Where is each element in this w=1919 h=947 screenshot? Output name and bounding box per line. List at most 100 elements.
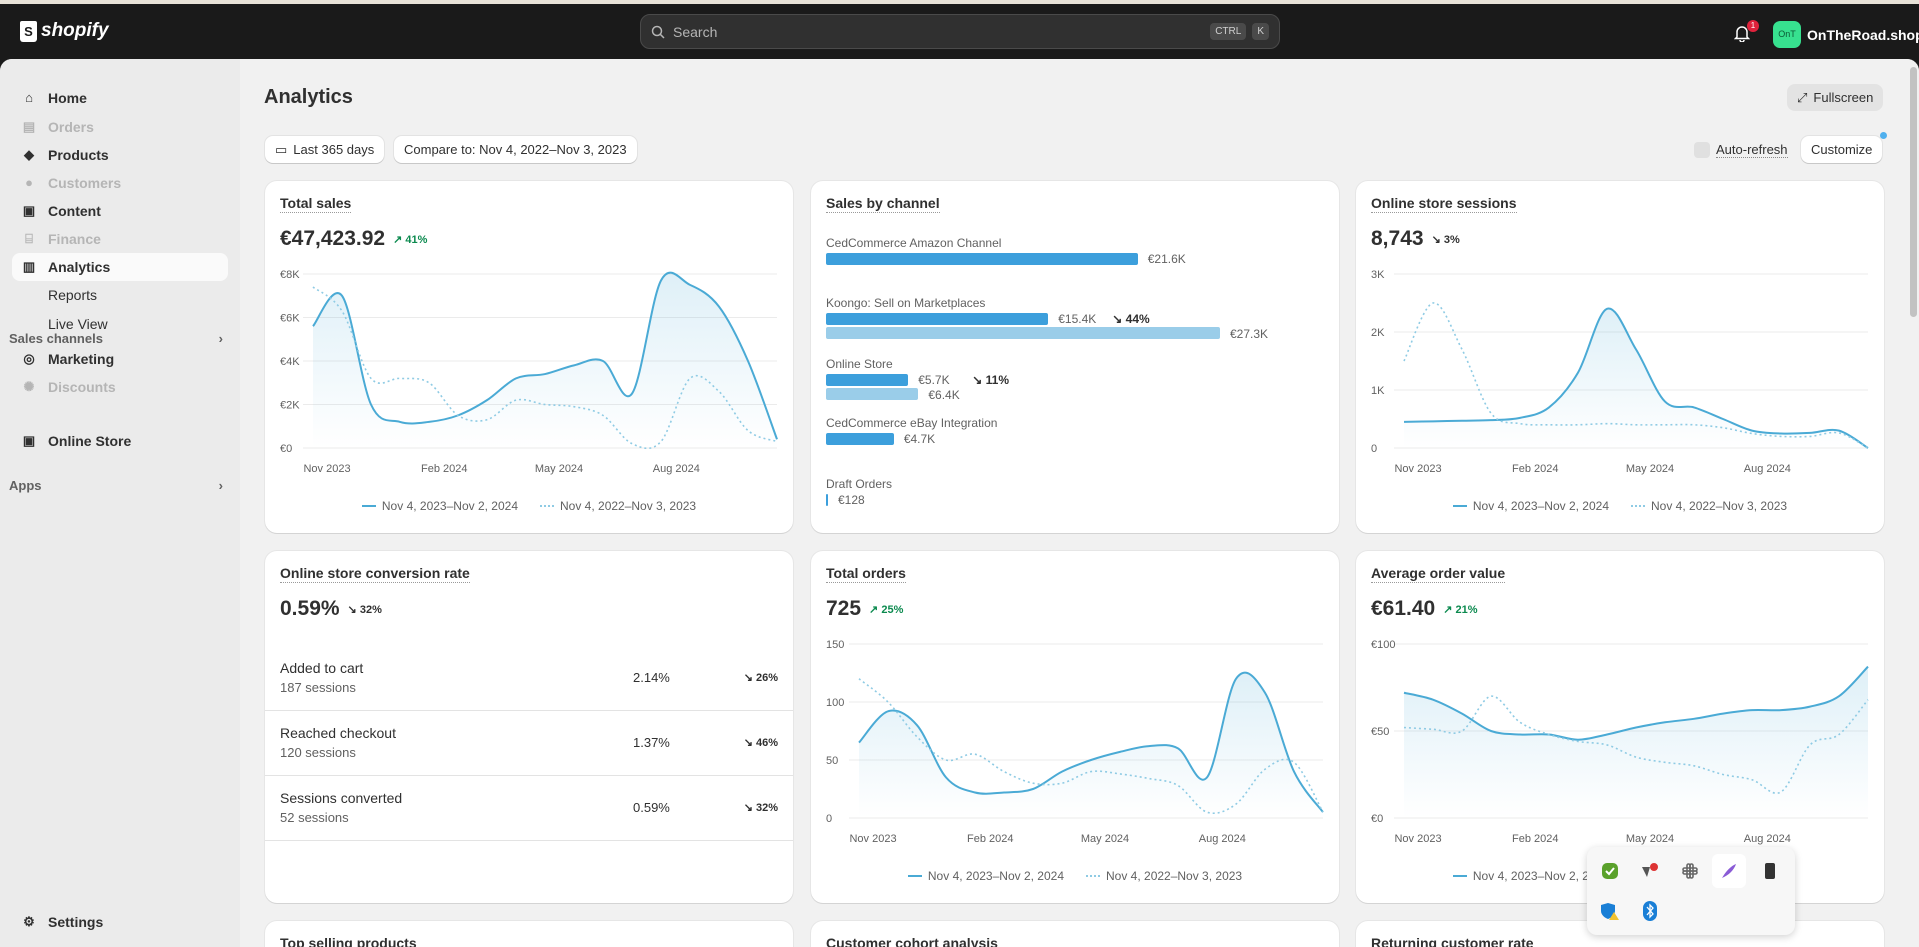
card-title[interactable]: Customer cohort analysis <box>826 935 998 947</box>
sidebar-item-reports[interactable]: Reports <box>12 281 228 309</box>
sidebar-item-orders[interactable]: ▤ Orders <box>12 113 228 141</box>
metric-value: €61.40 <box>1371 597 1436 620</box>
customize-label: Customize <box>1811 142 1873 157</box>
sidebar-item-label: Home <box>48 90 87 106</box>
channel-change: ↘ 44% <box>1112 312 1150 326</box>
x-tick-label: Feb 2024 <box>421 463 467 475</box>
series-line-previous[interactable] <box>858 678 1324 815</box>
series-area <box>313 272 777 448</box>
sessions-card[interactable]: Online store sessions 8,743 ↘ 3% 0 1K 2K 3K N… <box>1356 181 1884 533</box>
series-line-previous[interactable] <box>312 286 778 450</box>
card-title[interactable]: Average order value <box>1371 565 1506 583</box>
funnel-row: Reached checkout 120 sessions 1.37% ↘ 46% <box>265 711 793 776</box>
top-selling-products-card[interactable]: Top selling products <box>265 921 793 947</box>
y-tick-label: €8K <box>280 269 300 281</box>
card-title[interactable]: Sales by channel <box>826 195 940 213</box>
auto-refresh-label: Auto-refresh <box>1716 142 1788 158</box>
x-tick-label: Feb 2024 <box>1512 833 1558 845</box>
apps-section[interactable]: Apps › <box>9 478 223 493</box>
legend-current[interactable]: Nov 4, 2023–Nov 2, 2024 <box>1452 499 1609 513</box>
series-line-previous[interactable] <box>1403 302 1869 449</box>
conversion-rate-card[interactable]: Online store conversion rate 0.59% ↘ 32% … <box>265 551 793 903</box>
auto-refresh-checkbox[interactable]: Auto-refresh <box>1694 142 1788 158</box>
defender-warning-icon[interactable] <box>1593 894 1627 928</box>
y-tick-label: 3K <box>1371 269 1385 281</box>
y-tick-label: €0 <box>1371 813 1383 825</box>
legend-current[interactable]: Nov 4, 2023–Nov 2, 2024 <box>361 499 518 513</box>
channel-value-previous: €27.3K <box>1230 327 1269 341</box>
fullscreen-button[interactable]: ⤢ Fullscreen <box>1787 84 1884 111</box>
store-menu[interactable]: OnT OnTheRoad.shop <box>1773 21 1919 48</box>
sales-by-channel-card[interactable]: Sales by channel CedCommerce Amazon Chan… <box>811 181 1339 533</box>
card-title[interactable]: Top selling products <box>280 935 417 947</box>
sidebar-item-live-view[interactable]: Live View <box>12 310 228 338</box>
average-order-value-card[interactable]: Average order value €61.40 ↗ 21% €0 €50 €10… <box>1356 551 1884 903</box>
change-badge: ↗ 21% <box>1443 603 1478 616</box>
channel-bar-previous <box>826 327 1220 339</box>
sidebar-item-discounts[interactable]: ✺ Discounts <box>12 373 228 401</box>
sidebar-item-label: Online Store <box>48 433 132 449</box>
sidebar-item-analytics[interactable]: ▥ Analytics <box>12 253 228 281</box>
card-title[interactable]: Online store conversion rate <box>280 565 470 583</box>
y-tick-label: €0 <box>280 443 292 455</box>
y-tick-label: €4K <box>280 356 300 368</box>
vpn-error-icon[interactable] <box>1633 854 1667 888</box>
channel-name: Koongo: Sell on Marketplaces <box>826 296 986 310</box>
checkbox[interactable] <box>1694 142 1710 158</box>
legend-previous[interactable]: Nov 4, 2022–Nov 3, 2023 <box>540 499 696 513</box>
series-line-previous[interactable] <box>1403 695 1869 794</box>
sidebar-item-customers[interactable]: ● Customers <box>12 169 228 197</box>
inbox-icon: ▤ <box>22 119 36 134</box>
series-line-current[interactable] <box>858 671 1324 813</box>
sidebar-item-products[interactable]: ◆ Products <box>12 141 228 169</box>
printer-icon[interactable] <box>1753 854 1787 888</box>
card-title[interactable]: Total orders <box>826 565 906 583</box>
security-check-icon[interactable] <box>1593 854 1627 888</box>
sidebar-item-home[interactable]: ⌂ Home <box>12 84 228 112</box>
total-orders-card[interactable]: Total orders 725 ↗ 25% 0 50 100 150 Nov 2023 F… <box>811 551 1339 903</box>
compare-label: Compare to: Nov 4, 2022–Nov 3, 2023 <box>404 142 627 157</box>
sidebar-item-marketing[interactable]: ◎ Marketing <box>12 345 228 373</box>
sidebar-item-label: Reports <box>48 287 98 303</box>
slack-icon[interactable] <box>1673 854 1707 888</box>
total-sales-card[interactable]: Total sales €47,423.92 ↗ 41% €0 €2K €4K €6K €… <box>265 181 793 533</box>
legend-previous[interactable]: Nov 4, 2022–Nov 3, 2023 <box>1086 869 1242 883</box>
compare-button[interactable]: Compare to: Nov 4, 2022–Nov 3, 2023 <box>394 136 637 163</box>
channel-name: CedCommerce Amazon Channel <box>826 236 1002 250</box>
notifications-button[interactable]: 1 <box>1734 20 1762 43</box>
feather-icon[interactable] <box>1712 854 1746 888</box>
card-title[interactable]: Returning customer rate <box>1371 935 1534 947</box>
card-title[interactable]: Online store sessions <box>1371 195 1517 213</box>
sales-channels-section[interactable]: Sales channels › <box>9 331 223 346</box>
customize-button[interactable]: Customize <box>1801 136 1883 163</box>
card-title[interactable]: Total sales <box>280 195 352 213</box>
customer-cohort-card[interactable]: Customer cohort analysis <box>811 921 1339 947</box>
x-tick-label: Aug 2024 <box>1744 833 1791 845</box>
series-line-current[interactable] <box>1403 307 1869 449</box>
channel-name: Online Store <box>826 357 893 371</box>
scrollbar-thumb[interactable] <box>1910 67 1917 317</box>
series-line-current[interactable] <box>312 271 778 440</box>
sidebar-item-settings[interactable]: ⚙ Settings <box>12 908 228 936</box>
scrollbar[interactable] <box>1907 59 1919 947</box>
date-range-button[interactable]: ▭ Last 365 days <box>265 136 385 163</box>
search-input[interactable]: Search CTRL K <box>640 14 1280 49</box>
legend-previous[interactable]: Nov 4, 2022–Nov 3, 2023 <box>1631 499 1787 513</box>
y-tick-label: 2K <box>1371 327 1385 339</box>
channel-value-current: €4.7K <box>903 432 936 446</box>
series-line-current[interactable] <box>1403 665 1869 741</box>
legend-current[interactable]: Nov 4, 2023–Nov 2, 2024 <box>907 869 1064 883</box>
sidebar-item-online-store[interactable]: ▣ Online Store <box>12 427 228 455</box>
bluetooth-icon[interactable] <box>1633 894 1667 928</box>
legend-current[interactable]: Nov 4, 2023–Nov 2, 2024 <box>1452 869 1609 883</box>
series-area <box>1404 666 1868 818</box>
step-change: ↘ 32% <box>743 802 778 814</box>
sidebar-item-content[interactable]: ▣ Content <box>12 197 228 225</box>
sidebar-item-finance[interactable]: ⌸ Finance <box>12 225 228 253</box>
step-sessions: 52 sessions <box>280 810 349 825</box>
sidebar-item-label: Orders <box>48 119 94 135</box>
x-tick-label: May 2024 <box>1081 833 1129 845</box>
x-tick-label: Nov 2023 <box>849 833 896 845</box>
y-tick-label: 50 <box>826 755 838 767</box>
